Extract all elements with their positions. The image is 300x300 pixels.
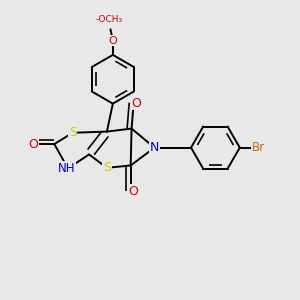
Text: O: O [131,97,141,110]
Text: Br: Br [252,141,265,154]
Text: -OCH₃: -OCH₃ [95,15,122,24]
Text: O: O [109,36,118,46]
Text: O: O [128,184,138,197]
Text: NH: NH [58,162,75,175]
Text: N: N [150,141,159,154]
Text: S: S [69,126,77,139]
Text: O: O [28,138,38,151]
Text: S: S [103,161,111,174]
